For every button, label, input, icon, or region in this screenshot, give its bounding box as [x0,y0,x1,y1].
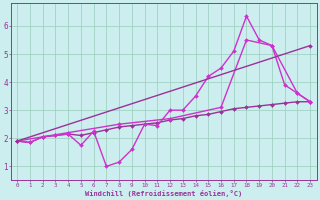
X-axis label: Windchill (Refroidissement éolien,°C): Windchill (Refroidissement éolien,°C) [85,190,242,197]
